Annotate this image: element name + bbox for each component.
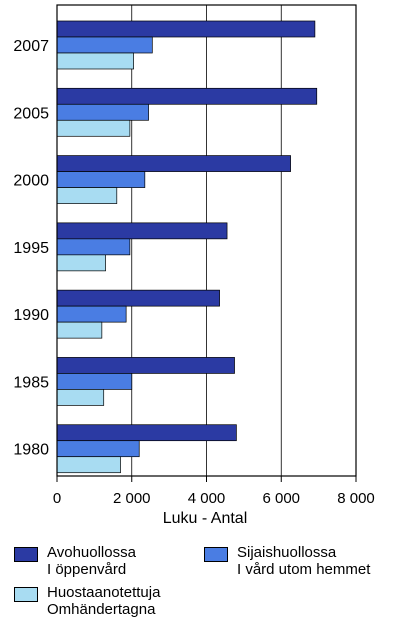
legend-swatch-sijaishuollossa: [204, 547, 228, 562]
legend-label-line: I vård utom hemmet: [237, 561, 371, 578]
x-tick-label: 8 000: [337, 490, 375, 507]
category-label-1980: 1980: [13, 442, 49, 459]
bars: [56, 20, 318, 474]
legend-swatch-avohuollossa: [14, 547, 38, 562]
bar-avo-2007: [56, 20, 316, 38]
bar-huo-2007: [56, 52, 134, 70]
x-tick-label: 0: [53, 490, 61, 507]
category-label-2007: 2007: [13, 38, 49, 55]
axes: [56, 4, 357, 482]
legend-label-line: Huostaanotettuja: [47, 584, 161, 601]
bar-sij-2007: [56, 36, 153, 54]
bar-sij-1990: [56, 305, 127, 323]
tick-labels: 2007 2005 2000 1995 1990 1985 1980 0 2 000 4 000 6…: [13, 38, 374, 507]
bar-sij-1980: [56, 440, 140, 458]
bar-huo-1985: [56, 389, 105, 406]
category-label-1990: 1990: [13, 307, 49, 324]
category-label-2005: 2005: [13, 105, 49, 122]
legend-label-line: Sijaishuollossa: [237, 544, 337, 561]
category-label-2000: 2000: [13, 173, 49, 190]
bar-sij-2005: [56, 103, 149, 121]
category-label-1995: 1995: [13, 240, 49, 257]
bar-sij-1985: [56, 373, 133, 390]
bar-huo-2005: [56, 119, 131, 137]
legend-swatch-huostaanotettuja: [14, 587, 38, 602]
x-tick-label: 6 000: [262, 490, 300, 507]
legend-label-line: Avohuollossa: [47, 544, 136, 561]
x-tick-label: 4 000: [188, 490, 226, 507]
legend: Avohuollossa I öppenvård Sijaishuollossa…: [0, 536, 399, 627]
bar-avo-1980: [56, 424, 237, 442]
category-label-1985: 1985: [13, 374, 49, 391]
legend-item-huostaanotettuja: Huostaanotettuja Omhändertagna: [14, 584, 160, 618]
bar-huo-1990: [56, 321, 103, 339]
bar-avo-1990: [56, 289, 220, 307]
legend-label-line: I öppenvård: [47, 561, 127, 578]
bar-huo-2000: [56, 187, 118, 204]
bar-avo-1995: [56, 222, 228, 240]
x-tick-label: 2 000: [113, 490, 151, 507]
legend-label-line: Omhändertagna: [47, 601, 156, 618]
bar-huo-1980: [56, 456, 121, 474]
bar-avo-1985: [56, 357, 235, 374]
bar-sij-2000: [56, 171, 146, 188]
legend-item-avohuollossa: Avohuollossa I öppenvård: [14, 544, 136, 578]
bar-avo-2000: [56, 155, 291, 172]
legend-item-sijaishuollossa: Sijaishuollossa I vård utom hemmet: [204, 544, 370, 578]
x-axis-label: Luku - Antal: [163, 510, 248, 527]
bar-avo-2005: [56, 87, 318, 105]
bar-huo-1995: [56, 254, 106, 272]
bar-sij-1995: [56, 238, 131, 256]
grid-lines: [131, 5, 282, 476]
bar-chart: 2007 2005 2000 1995 1990 1985 1980 0 2 000 4 000 6…: [13, 4, 375, 527]
